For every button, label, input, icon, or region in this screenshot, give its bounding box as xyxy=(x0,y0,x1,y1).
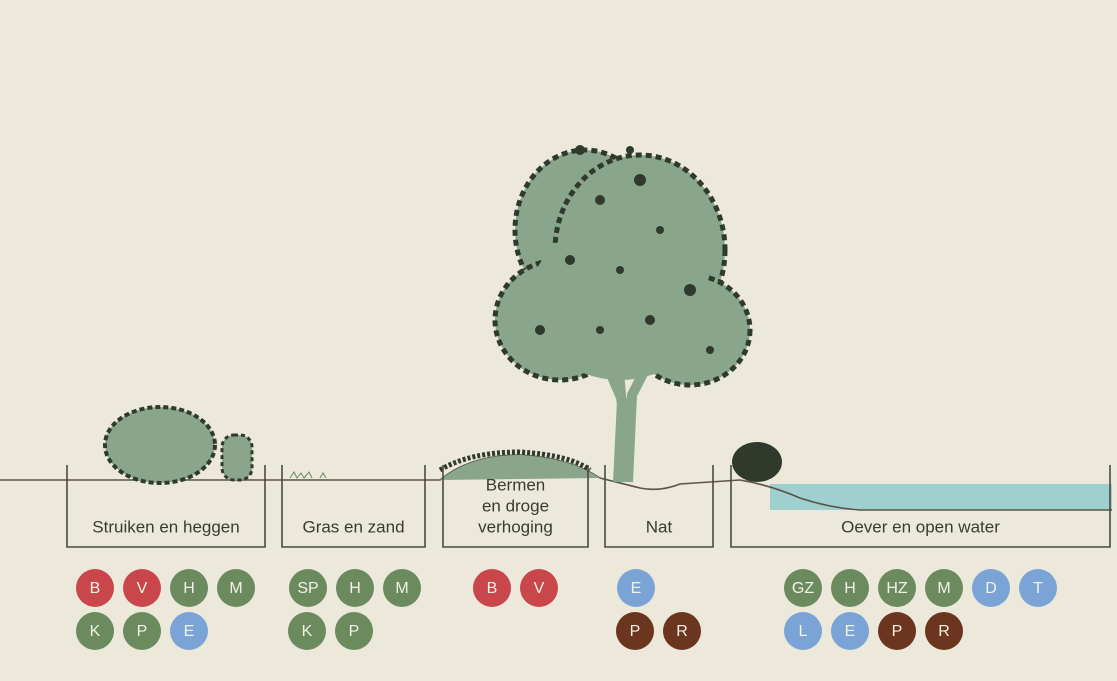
badge-label: M xyxy=(937,580,950,597)
badge-label: P xyxy=(630,623,641,640)
badge-label: SP xyxy=(297,580,318,597)
badge-label: R xyxy=(938,623,950,640)
water xyxy=(770,484,1112,510)
badge-label: B xyxy=(90,580,101,597)
badge-label: B xyxy=(487,580,498,597)
badge-label: M xyxy=(229,580,242,597)
badge-label: L xyxy=(799,623,808,640)
shore-shrub xyxy=(732,442,782,482)
badge-label: P xyxy=(137,623,148,640)
badge-label: T xyxy=(1033,580,1043,597)
zone-label: Gras en zand xyxy=(302,517,404,536)
zone-label: en droge xyxy=(482,496,549,515)
zone-label: Bermen xyxy=(486,475,546,494)
badge-label: H xyxy=(349,580,361,597)
badge-label: R xyxy=(676,623,688,640)
zone-label: verhoging xyxy=(478,517,553,536)
badge-label: K xyxy=(90,623,101,640)
badge-label: V xyxy=(534,580,545,597)
zone-label: Struiken en heggen xyxy=(92,517,239,536)
badge-label: E xyxy=(845,623,856,640)
illustration: Struiken en heggen B V H M K P E Gras en zand SP H… xyxy=(0,0,1117,681)
badge-label: GZ xyxy=(792,580,814,597)
badge-label: P xyxy=(349,623,360,640)
badge-label: K xyxy=(302,623,313,640)
badge-label: P xyxy=(892,623,903,640)
badge-label: H xyxy=(844,580,856,597)
badge-label: HZ xyxy=(886,580,908,597)
badge-label: E xyxy=(184,623,195,640)
badge-label: M xyxy=(395,580,408,597)
badge-label: V xyxy=(137,580,148,597)
badge-label: E xyxy=(631,580,642,597)
zone-label: Oever en open water xyxy=(841,517,1000,536)
zone-label: Nat xyxy=(646,517,673,536)
badge-label: H xyxy=(183,580,195,597)
badge-label: D xyxy=(985,580,997,597)
